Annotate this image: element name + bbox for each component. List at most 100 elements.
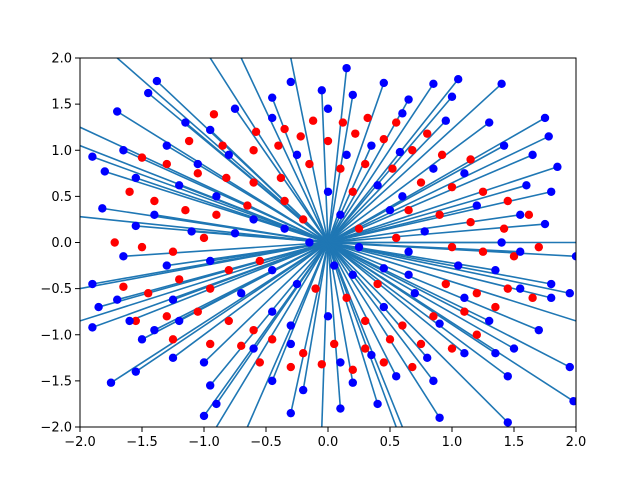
red-point-27 [361,159,370,169]
segment-35 [327,241,571,368]
red-point-66 [460,307,469,316]
blue-point-25 [162,141,171,150]
red-point-34 [150,196,159,206]
y-tick-label-5: 0.5 [51,190,72,205]
blue-point-23 [88,152,97,161]
red-point-75 [385,335,395,344]
x-axis: −2.0 −1.5 −1.0 −0.5 0.0 0.5 1.0 1.5 2.0 [64,427,586,450]
blue-point-30 [528,150,537,160]
blue-point-19 [441,116,450,125]
red-point-68 [168,335,178,344]
blue-point-49 [131,221,140,231]
red-point-18 [466,155,475,164]
segment-96 [327,120,447,244]
y-tick-label-8: 2.0 [51,52,72,67]
blue-point-97 [460,349,469,358]
blue-point-58 [162,261,171,270]
blue-point-34 [175,181,184,190]
red-point-24 [276,173,286,183]
segment-85 [327,241,465,354]
red-point-1 [251,127,261,136]
blue-point-71 [348,270,357,279]
segment-33 [327,241,509,423]
red-point-84 [408,362,417,372]
blue-point-57 [119,252,128,261]
red-point-58 [528,293,537,303]
red-point-88 [280,196,289,206]
blue-point-4 [429,79,438,89]
segment-32 [327,242,441,419]
red-point-60 [162,312,171,321]
blue-point-87 [547,293,556,303]
red-point-22 [222,173,231,183]
blue-point-67 [113,295,122,304]
segment-94 [178,241,329,322]
segment-76 [135,177,329,244]
segment-40 [327,223,546,244]
segment-65 [327,241,509,377]
red-point-4 [338,118,348,127]
red-point-67 [491,302,500,312]
segment-84 [327,242,397,377]
segment-42 [327,166,558,244]
blue-point-78 [125,316,134,326]
blue-point-3 [317,86,326,95]
blue-point-65 [571,252,576,261]
red-point-43 [110,238,119,247]
segment-8 [327,83,503,244]
blue-point-16 [268,113,277,123]
red-point-36 [212,210,221,220]
blue-point-100 [106,378,116,387]
segment-3 [290,58,329,243]
red-point-95 [299,215,308,224]
segment-6 [327,83,435,243]
blue-point-6 [497,79,506,89]
blue-point-62 [379,264,388,273]
blue-point-76 [565,289,574,298]
red-point-55 [441,279,450,289]
red-point-49 [509,252,519,261]
segment-66 [327,241,515,350]
red-point-38 [404,206,413,215]
blue-point-68 [168,295,178,304]
blue-point-69 [237,289,246,298]
blue-point-11 [348,90,357,100]
blue-point-38 [547,187,556,196]
y-tick-label-2: −1.0 [40,328,72,343]
segment-30 [327,242,397,427]
blue-point-12 [404,95,413,104]
blue-point-118 [224,150,233,160]
segment-1 [209,58,329,243]
red-point-81 [317,360,326,369]
blue-point-37 [522,181,531,190]
red-point-89 [348,187,357,196]
blue-point-20 [485,118,494,127]
segment-64 [327,242,435,382]
red-point-90 [255,256,264,266]
red-point-10 [249,146,258,155]
red-point-57 [503,284,512,293]
red-point-78 [472,330,481,339]
x-tick-label-7: 1.5 [504,435,525,450]
blue-point-0 [342,63,351,73]
blue-point-109 [565,362,574,372]
red-point-83 [379,358,388,367]
red-points-layer [110,110,543,375]
blue-point-92 [249,344,258,353]
segment-24 [215,242,329,427]
blue-point-116 [503,418,512,427]
red-point-42 [524,210,534,220]
y-tick-label-3: −0.5 [40,282,72,297]
y-tick-label-6: 1.0 [51,144,72,159]
blue-point-15 [230,104,240,113]
segment-4 [327,68,348,243]
blue-point-54 [404,247,413,256]
segment-31 [327,242,404,427]
red-point-85 [311,284,320,293]
blue-point-121 [212,192,221,201]
blue-point-122 [323,187,333,196]
blue-point-48 [540,219,550,229]
blue-point-22 [544,132,553,141]
blue-point-99 [509,344,519,353]
